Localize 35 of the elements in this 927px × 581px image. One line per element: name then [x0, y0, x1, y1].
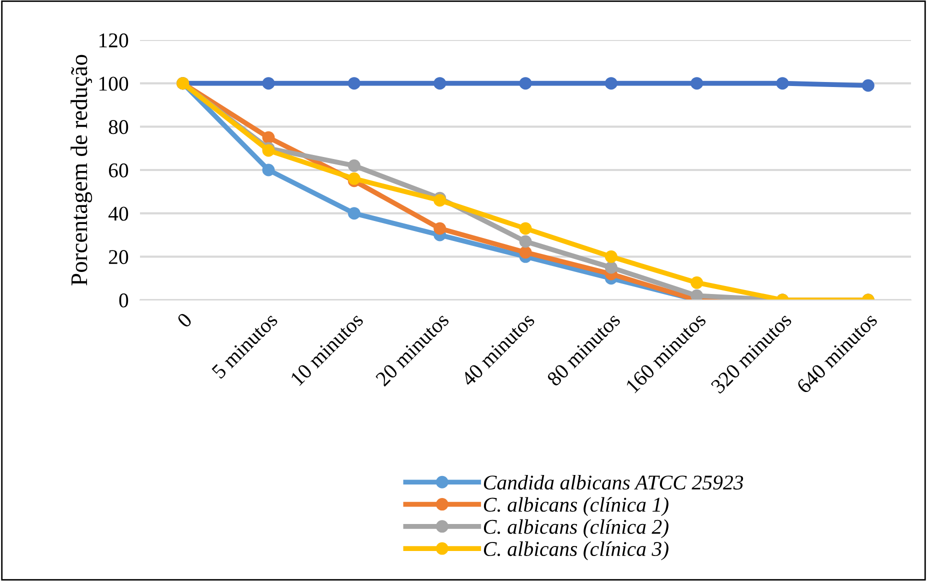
point [348, 77, 360, 90]
legend-label: Candida albicans ATCC 25923 [484, 474, 744, 490]
y-tick-label: 60 [108, 163, 128, 178]
point [690, 77, 704, 90]
point [348, 159, 360, 172]
point [262, 131, 275, 144]
y-tick-label: 20 [108, 250, 128, 264]
point [262, 77, 275, 90]
point [690, 276, 704, 289]
point [434, 77, 446, 90]
point [604, 250, 618, 263]
point [776, 77, 789, 90]
point [262, 164, 275, 176]
point [690, 289, 704, 300]
y-tick-label: 100 [99, 76, 128, 91]
point [604, 261, 618, 274]
point [604, 77, 618, 90]
point [519, 222, 532, 235]
x-tick-label: 0 [176, 312, 193, 328]
y-tick-label: 120 [99, 33, 128, 48]
point [434, 194, 446, 207]
point [519, 77, 532, 90]
legend-label: C. albicans (clínica 2) [484, 519, 668, 538]
point [519, 235, 532, 248]
y-tick-label: 40 [108, 206, 128, 221]
legend-label: C. albicans (clínica 1) [484, 497, 668, 516]
point [348, 207, 360, 220]
y-tick-label: 0 [119, 293, 128, 308]
point [862, 79, 874, 92]
point [348, 172, 360, 185]
y-tick-label: 80 [108, 120, 128, 134]
point [434, 222, 446, 235]
y-axis-title: Porcentagem de redução [70, 54, 92, 286]
point [519, 246, 532, 259]
legend-label: C. albicans (clínica 3) [484, 541, 668, 560]
